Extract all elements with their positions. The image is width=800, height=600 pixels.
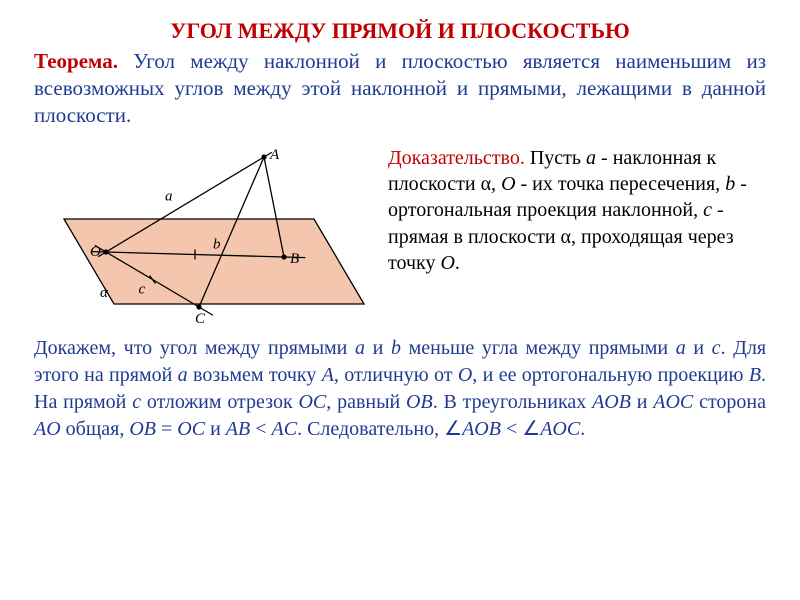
p2AOC: AOC	[653, 391, 693, 413]
p2t14: сторона	[693, 391, 766, 413]
svg-text:C: C	[195, 311, 206, 327]
proof1-p6: .	[455, 252, 460, 274]
p2AOB2: AOB	[462, 418, 501, 440]
proof1-p1: Пусть	[525, 147, 586, 169]
theorem-label: Теорема.	[34, 49, 118, 73]
var-a: a	[586, 147, 596, 169]
p2t17: и	[205, 418, 226, 440]
p2t2: и	[365, 337, 391, 359]
p2OB: OB	[406, 391, 433, 413]
p2AOC2: AOC	[540, 418, 580, 440]
p2AOB: AOB	[592, 391, 631, 413]
p2a3: a	[178, 364, 188, 386]
p2t3: меньше угла между прямыми	[401, 337, 676, 359]
angle-icon-2: ∠	[522, 418, 540, 440]
svg-text:b: b	[213, 236, 221, 252]
p2t6: возьмем точку	[188, 364, 322, 386]
proof1-p3: - их точка пересечения,	[516, 173, 726, 195]
p2t12: . В треугольниках	[433, 391, 592, 413]
p2A: A	[322, 364, 334, 386]
p2t11: , равный	[326, 391, 406, 413]
p2O: O	[458, 364, 472, 386]
proof-body: Докажем, что угол между прямыми a и b ме…	[34, 335, 766, 443]
p2t1: Докажем, что угол между прямыми	[34, 337, 355, 359]
p2b: b	[391, 337, 401, 359]
svg-text:c: c	[139, 281, 146, 297]
p2t19: . Следовательно,	[297, 418, 444, 440]
page-title: УГОЛ МЕЖДУ ПРЯМОЙ И ПЛОСКОСТЬЮ	[34, 18, 766, 44]
mid-row: ABCOabcα Доказательство. Пусть a - накло…	[34, 139, 766, 329]
p2t20: <	[501, 418, 522, 440]
geometry-diagram: A B C Oa b c α	[34, 139, 374, 329]
var-O2: O	[440, 252, 454, 274]
p2t4: и	[686, 337, 712, 359]
p2t18: <	[250, 418, 271, 440]
p2c2: c	[132, 391, 141, 413]
p2t13: и	[631, 391, 653, 413]
svg-text:A: A	[269, 147, 280, 163]
p2AB: AB	[226, 418, 250, 440]
p2OC2: OC	[177, 418, 205, 440]
p2OC: OC	[298, 391, 326, 413]
p2t21: .	[580, 418, 585, 440]
p2a2: a	[676, 337, 686, 359]
svg-text:α: α	[100, 285, 109, 301]
p2B: B	[749, 364, 761, 386]
p2AC: AC	[272, 418, 298, 440]
var-O: O	[501, 173, 515, 195]
svg-text:a: a	[165, 188, 173, 204]
svg-text:B: B	[290, 251, 299, 267]
p2t7: , отличную от	[334, 364, 458, 386]
p2c: c	[712, 337, 721, 359]
proof-label: Доказательство.	[388, 147, 525, 169]
p2t8: , и ее ортогональную проекцию	[472, 364, 749, 386]
p2a: a	[355, 337, 365, 359]
p2t10: отложим отрезок	[141, 391, 298, 413]
theorem-block: Теорема. Угол между наклонной и плоскост…	[34, 48, 766, 129]
theorem-text: Угол между наклонной и плоскостью являет…	[34, 49, 766, 127]
p2AO: AO	[34, 418, 61, 440]
p2t16: =	[156, 418, 177, 440]
angle-icon-1: ∠	[444, 418, 462, 440]
p2OB2: OB	[129, 418, 156, 440]
svg-text:O: O	[90, 244, 101, 260]
var-c: c	[703, 199, 712, 221]
var-b: b	[725, 173, 735, 195]
p2t15: общая,	[61, 418, 130, 440]
proof-intro: Доказательство. Пусть a - наклонная к пл…	[388, 139, 766, 277]
